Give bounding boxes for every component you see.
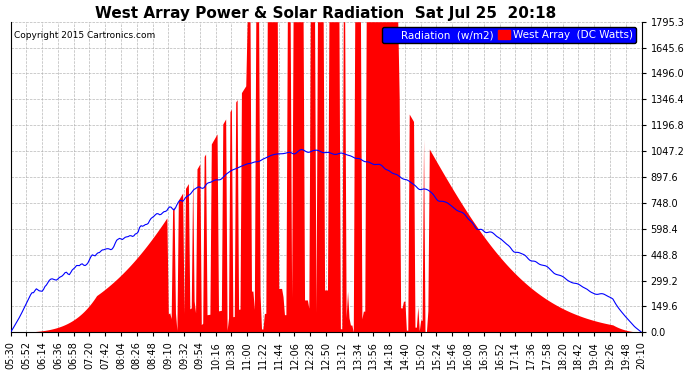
Legend: Radiation  (w/m2), West Array  (DC Watts): Radiation (w/m2), West Array (DC Watts) — [382, 27, 636, 43]
Text: Copyright 2015 Cartronics.com: Copyright 2015 Cartronics.com — [14, 31, 155, 40]
Title: West Array Power & Solar Radiation  Sat Jul 25  20:18: West Array Power & Solar Radiation Sat J… — [95, 6, 557, 21]
